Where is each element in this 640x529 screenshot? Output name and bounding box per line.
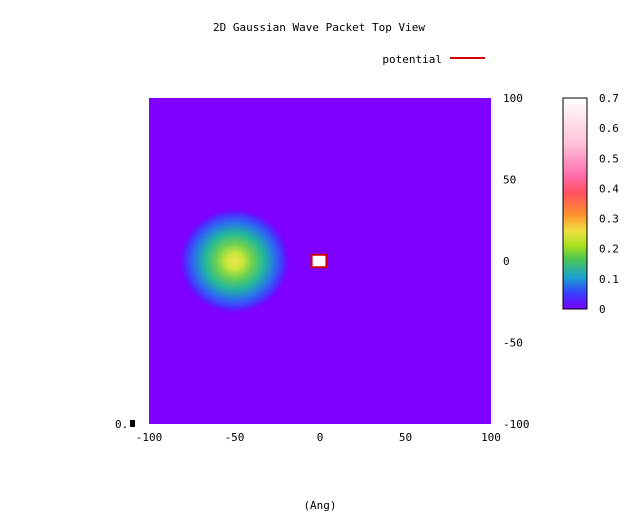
chart-title: 2D Gaussian Wave Packet Top View bbox=[213, 21, 425, 34]
colorbar bbox=[562, 97, 588, 310]
colorbar-tick-label: 0.5 bbox=[599, 152, 619, 165]
colorbar-tick-label: 0.7 bbox=[599, 92, 619, 105]
y-tick-labels: 100 50 0 -50 -100 bbox=[503, 92, 530, 431]
colorbar-tick-label: 0.3 bbox=[599, 213, 619, 226]
colorbar-tick-label: 0.4 bbox=[599, 182, 619, 195]
y-tick-label: 100 bbox=[503, 92, 523, 105]
x-tick-label: 0 bbox=[317, 431, 324, 444]
legend-label: potential bbox=[382, 53, 442, 66]
y-tick-label: 50 bbox=[503, 174, 516, 187]
colorbar-tick-label: 0.1 bbox=[599, 273, 619, 286]
x-tick-label: -50 bbox=[225, 431, 245, 444]
colorbar-tick-label: 0 bbox=[599, 303, 606, 316]
wave-packet bbox=[178, 207, 291, 315]
x-tick-label: 50 bbox=[399, 431, 412, 444]
colorbar-tick-labels: 0.7 0.6 0.5 0.4 0.3 0.2 0.1 0 bbox=[599, 92, 619, 316]
x-tick-labels: -100 -50 0 50 100 bbox=[136, 431, 501, 444]
corner-label: 0. bbox=[115, 418, 128, 431]
potential-box bbox=[310, 253, 328, 269]
y-tick-label: 0 bbox=[503, 255, 510, 268]
corner-marker bbox=[130, 420, 135, 427]
y-tick-label: -100 bbox=[503, 418, 530, 431]
x-axis-label: (Ang) bbox=[303, 499, 336, 512]
x-tick-label: 100 bbox=[481, 431, 501, 444]
y-tick-label: -50 bbox=[503, 337, 523, 350]
colorbar-tick-label: 0.6 bbox=[599, 122, 619, 135]
x-tick-label: -100 bbox=[136, 431, 163, 444]
colorbar-tick-label: 0.2 bbox=[599, 243, 619, 256]
